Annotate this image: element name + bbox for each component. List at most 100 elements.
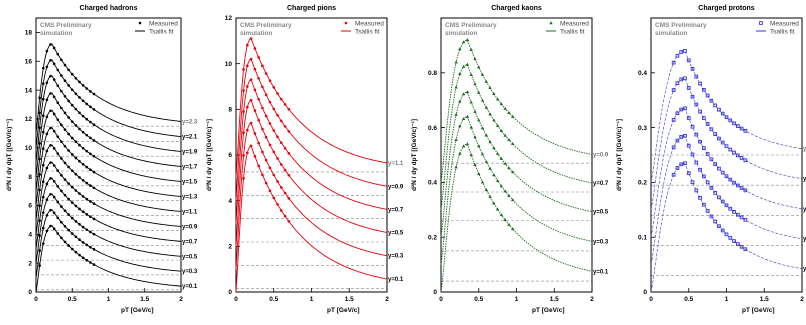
chart-title: Charged pions [287,5,336,12]
data-point [85,165,89,169]
data-point [698,167,702,172]
y-axis-label: d²N / dy dpT [(GeV/c)⁻¹] [206,119,213,191]
data-point [52,227,56,231]
data-point [717,166,721,171]
data-point [724,232,729,237]
data-point [458,72,462,76]
data-point [511,142,515,146]
y-tick-label: 0.2 [638,180,647,187]
data-point [507,222,511,226]
data-point [728,118,733,123]
series-label: y=0.5 [182,254,198,260]
y-tick-label: 0.6 [428,125,437,132]
data-point [735,124,740,128]
data-point [70,169,74,173]
data-point [253,132,257,135]
data-point [473,162,477,166]
data-point [67,244,70,247]
data-point [705,93,710,98]
data-point [283,168,287,172]
data-point [45,49,49,53]
data-point [679,162,684,167]
data-point [92,232,96,236]
legend-label: Tsallis fit [770,28,795,35]
data-point [60,220,63,224]
data-point [92,139,96,142]
data-point [60,89,63,93]
legend-label: Measured [560,20,589,27]
data-point [56,169,60,172]
y-tick-label: 0.8 [428,70,437,77]
data-point [60,123,63,127]
data-point [728,147,733,152]
data-point [253,88,257,92]
data-point [671,118,676,122]
data-point [283,214,287,218]
fit-curve [440,39,593,183]
y-tick-label: 12 [225,15,233,22]
data-point [264,158,268,162]
data-point [276,92,279,95]
data-point [85,117,89,121]
data-point [41,66,45,70]
data-point [52,78,56,81]
data-point [78,127,81,131]
data-point [735,183,740,188]
data-point [67,165,70,169]
data-point [503,218,507,222]
data-point [272,150,276,154]
data-point [701,116,706,120]
data-point [683,76,687,81]
data-point [728,177,733,182]
data-point [52,164,56,167]
data-point [709,157,714,162]
data-point [272,86,276,89]
data-point [49,74,52,78]
data-point [679,50,684,54]
data-point [63,144,67,148]
data-point [67,197,70,201]
data-point [41,180,45,184]
cms-annotation: CMS Preliminary [40,22,92,29]
data-point [276,113,279,117]
x-tick-label: 0.5 [474,296,483,303]
data-point [287,152,291,155]
data-point [257,164,260,168]
data-point [268,143,272,147]
data-point [686,171,691,176]
data-point [78,143,81,147]
data-point [74,204,78,208]
data-point [713,190,718,195]
data-point [261,150,264,154]
x-tick-label: 1.5 [550,296,559,303]
data-point [63,240,67,244]
y-axis-label: d²N / dy dpT [(GeV/c)⁻¹] [6,119,13,191]
data-point [705,152,710,156]
data-point [70,153,74,156]
series-label: y=1.3 [182,194,198,200]
data-point [38,249,41,252]
data-point [461,92,466,96]
data-point [499,184,504,188]
data-point [74,124,78,127]
series-label: y=0.3 [803,237,806,243]
data-point [78,159,81,163]
series-label: y=0.1 [803,267,806,273]
data-point [41,114,45,117]
data-point [679,77,684,82]
data-point [261,173,264,177]
panel-charged-hadrons: Charged hadrons 0 0.5 1 1.5 2 0 2 4 6 8 10 12 14 16 18 p… [0,0,200,320]
data-point [52,147,56,150]
data-point [85,149,89,153]
data-point [246,105,249,109]
data-point [701,202,706,207]
data-point [56,135,60,138]
data-point [511,114,515,118]
data-point [283,125,287,128]
data-point [268,100,272,104]
legend-marker [549,21,553,25]
data-point [78,253,81,257]
data-point [74,107,78,111]
data-point [52,179,56,183]
data-point [92,202,96,205]
